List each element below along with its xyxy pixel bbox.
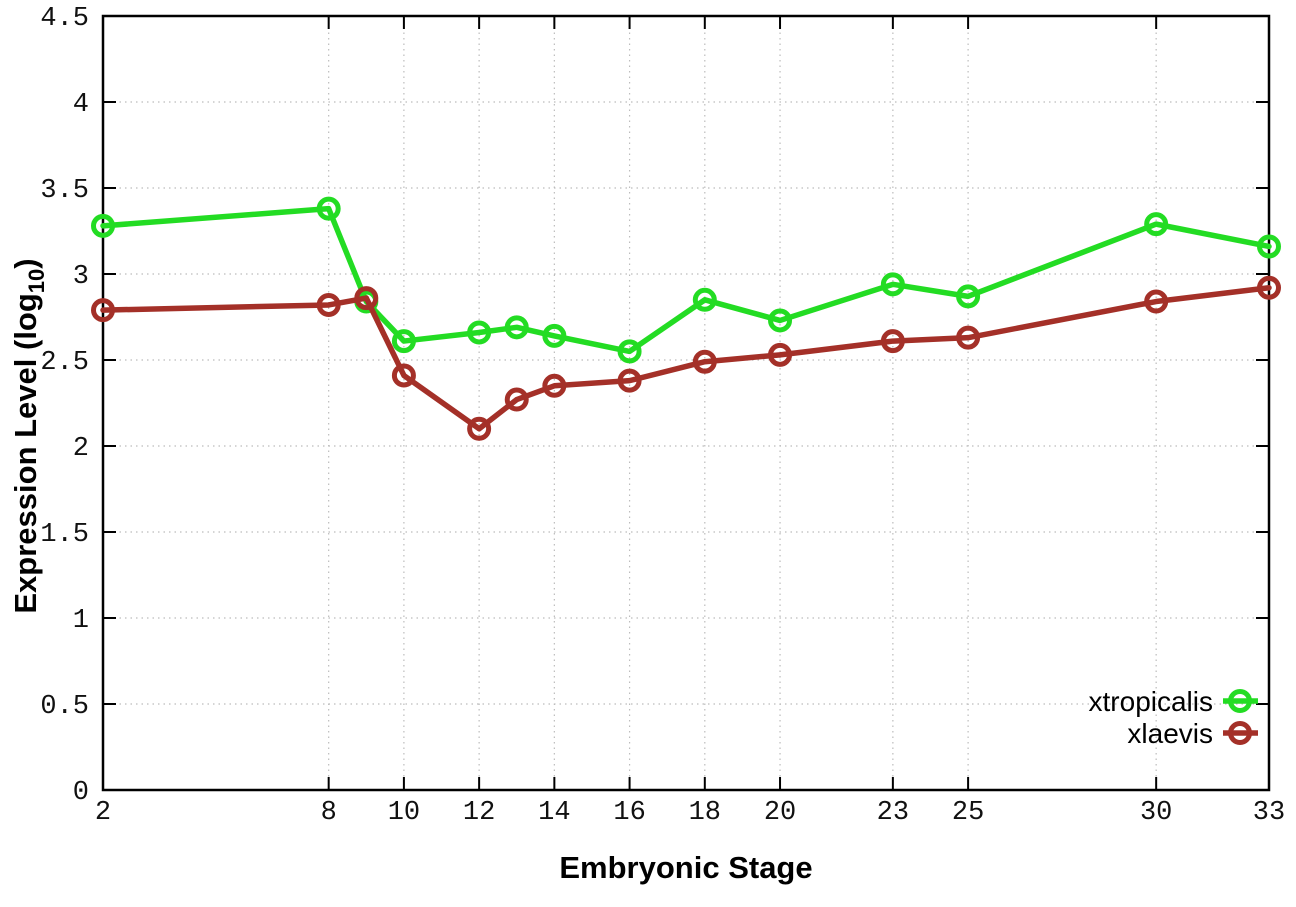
y-tick-label: 4: [73, 90, 89, 120]
x-tick-label: 20: [764, 798, 796, 828]
data-point-xtropicalis-stage-20: [768, 308, 793, 333]
y-tick-label: 2.5: [40, 348, 89, 378]
data-point-xtropicalis-stage-33: [1257, 234, 1281, 259]
data-point-xtropicalis-stage-23: [880, 272, 905, 297]
y-tick-label: 0: [73, 778, 89, 808]
x-tick-label: 8: [321, 798, 337, 828]
data-point-xlaevis-stage-25: [956, 325, 981, 350]
x-tick-label: 23: [877, 798, 909, 828]
data-point-xlaevis-stage-12: [467, 416, 492, 441]
plot-border: [101, 14, 1271, 792]
legend-sample-marker-xlaevis: [1228, 721, 1252, 745]
y-axis-title-close: ): [8, 258, 43, 268]
series-line-xlaevis: [100, 285, 1272, 432]
y-tick-label: 3: [73, 262, 89, 292]
data-point-xlaevis-stage-9: [354, 286, 379, 311]
y-tick-label: 4.5: [40, 4, 89, 34]
x-tick-label: 30: [1140, 798, 1172, 828]
data-point-xlaevis-stage-14: [542, 373, 567, 398]
y-tick-label: 1: [73, 606, 89, 636]
data-point-xlaevis-stage-8: [316, 292, 341, 317]
data-point-xlaevis-stage-33: [1257, 275, 1281, 300]
data-point-xtropicalis-stage-8: [316, 196, 341, 221]
data-point-xtropicalis-stage-10: [391, 329, 416, 354]
data-point-xlaevis-stage-20: [768, 342, 793, 367]
data-point-xtropicalis-stage-14: [542, 323, 567, 348]
x-tick-label: 14: [538, 798, 570, 828]
data-point-xlaevis-stage-2: [91, 298, 115, 323]
x-tick-label: 12: [463, 798, 495, 828]
x-tick-label: 33: [1253, 798, 1285, 828]
data-point-xtropicalis-stage-30: [1144, 212, 1169, 237]
y-axis-title-subscript: 10: [24, 269, 49, 293]
y-tick-label: 0.5: [40, 692, 89, 722]
data-point-xlaevis-stage-16: [617, 368, 642, 393]
data-point-xtropicalis-stage-25: [956, 284, 981, 309]
data-point-xlaevis-stage-13: [504, 387, 529, 412]
x-tick-label: 10: [388, 798, 420, 828]
x-tick-label: 2: [95, 798, 111, 828]
data-point-xtropicalis-stage-16: [617, 339, 642, 364]
y-axis-title: Expression Level (log10): [8, 258, 49, 613]
y-tick-label: 3.5: [40, 176, 89, 206]
data-point-xtropicalis-stage-2: [91, 213, 115, 238]
x-axis-title: Embryonic Stage: [559, 850, 812, 885]
data-point-xtropicalis-stage-18: [692, 287, 717, 312]
y-tick-label: 1.5: [40, 520, 89, 550]
y-tick-label: 2: [73, 434, 89, 464]
series-line-xtropicalis: [100, 205, 1272, 355]
y-axis-title-base: Expression Level (log: [8, 293, 43, 613]
x-tick-label: 25: [952, 798, 984, 828]
data-point-xlaevis-stage-18: [692, 349, 717, 374]
data-point-xlaevis-stage-30: [1144, 289, 1169, 314]
data-point-xtropicalis-stage-12: [467, 320, 492, 345]
x-tick-label: 18: [689, 798, 721, 828]
legend-label-xlaevis: xlaevis: [1127, 718, 1213, 749]
data-point-xlaevis-stage-23: [880, 329, 905, 354]
data-point-xtropicalis-stage-13: [504, 315, 529, 340]
data-point-xlaevis-stage-10: [391, 363, 416, 388]
legend-sample-marker-xtropicalis: [1228, 689, 1252, 713]
legend-label-xtropicalis: xtropicalis: [1089, 686, 1213, 717]
x-tick-label: 16: [613, 798, 645, 828]
